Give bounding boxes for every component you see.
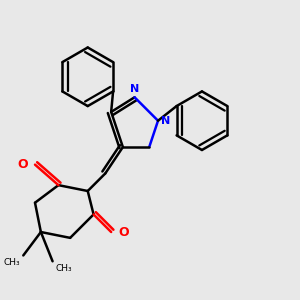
Text: O: O bbox=[118, 226, 129, 238]
Text: N: N bbox=[130, 84, 139, 94]
Text: CH₃: CH₃ bbox=[56, 264, 72, 273]
Text: O: O bbox=[17, 158, 28, 171]
Text: CH₃: CH₃ bbox=[4, 258, 20, 267]
Text: N: N bbox=[161, 116, 170, 126]
